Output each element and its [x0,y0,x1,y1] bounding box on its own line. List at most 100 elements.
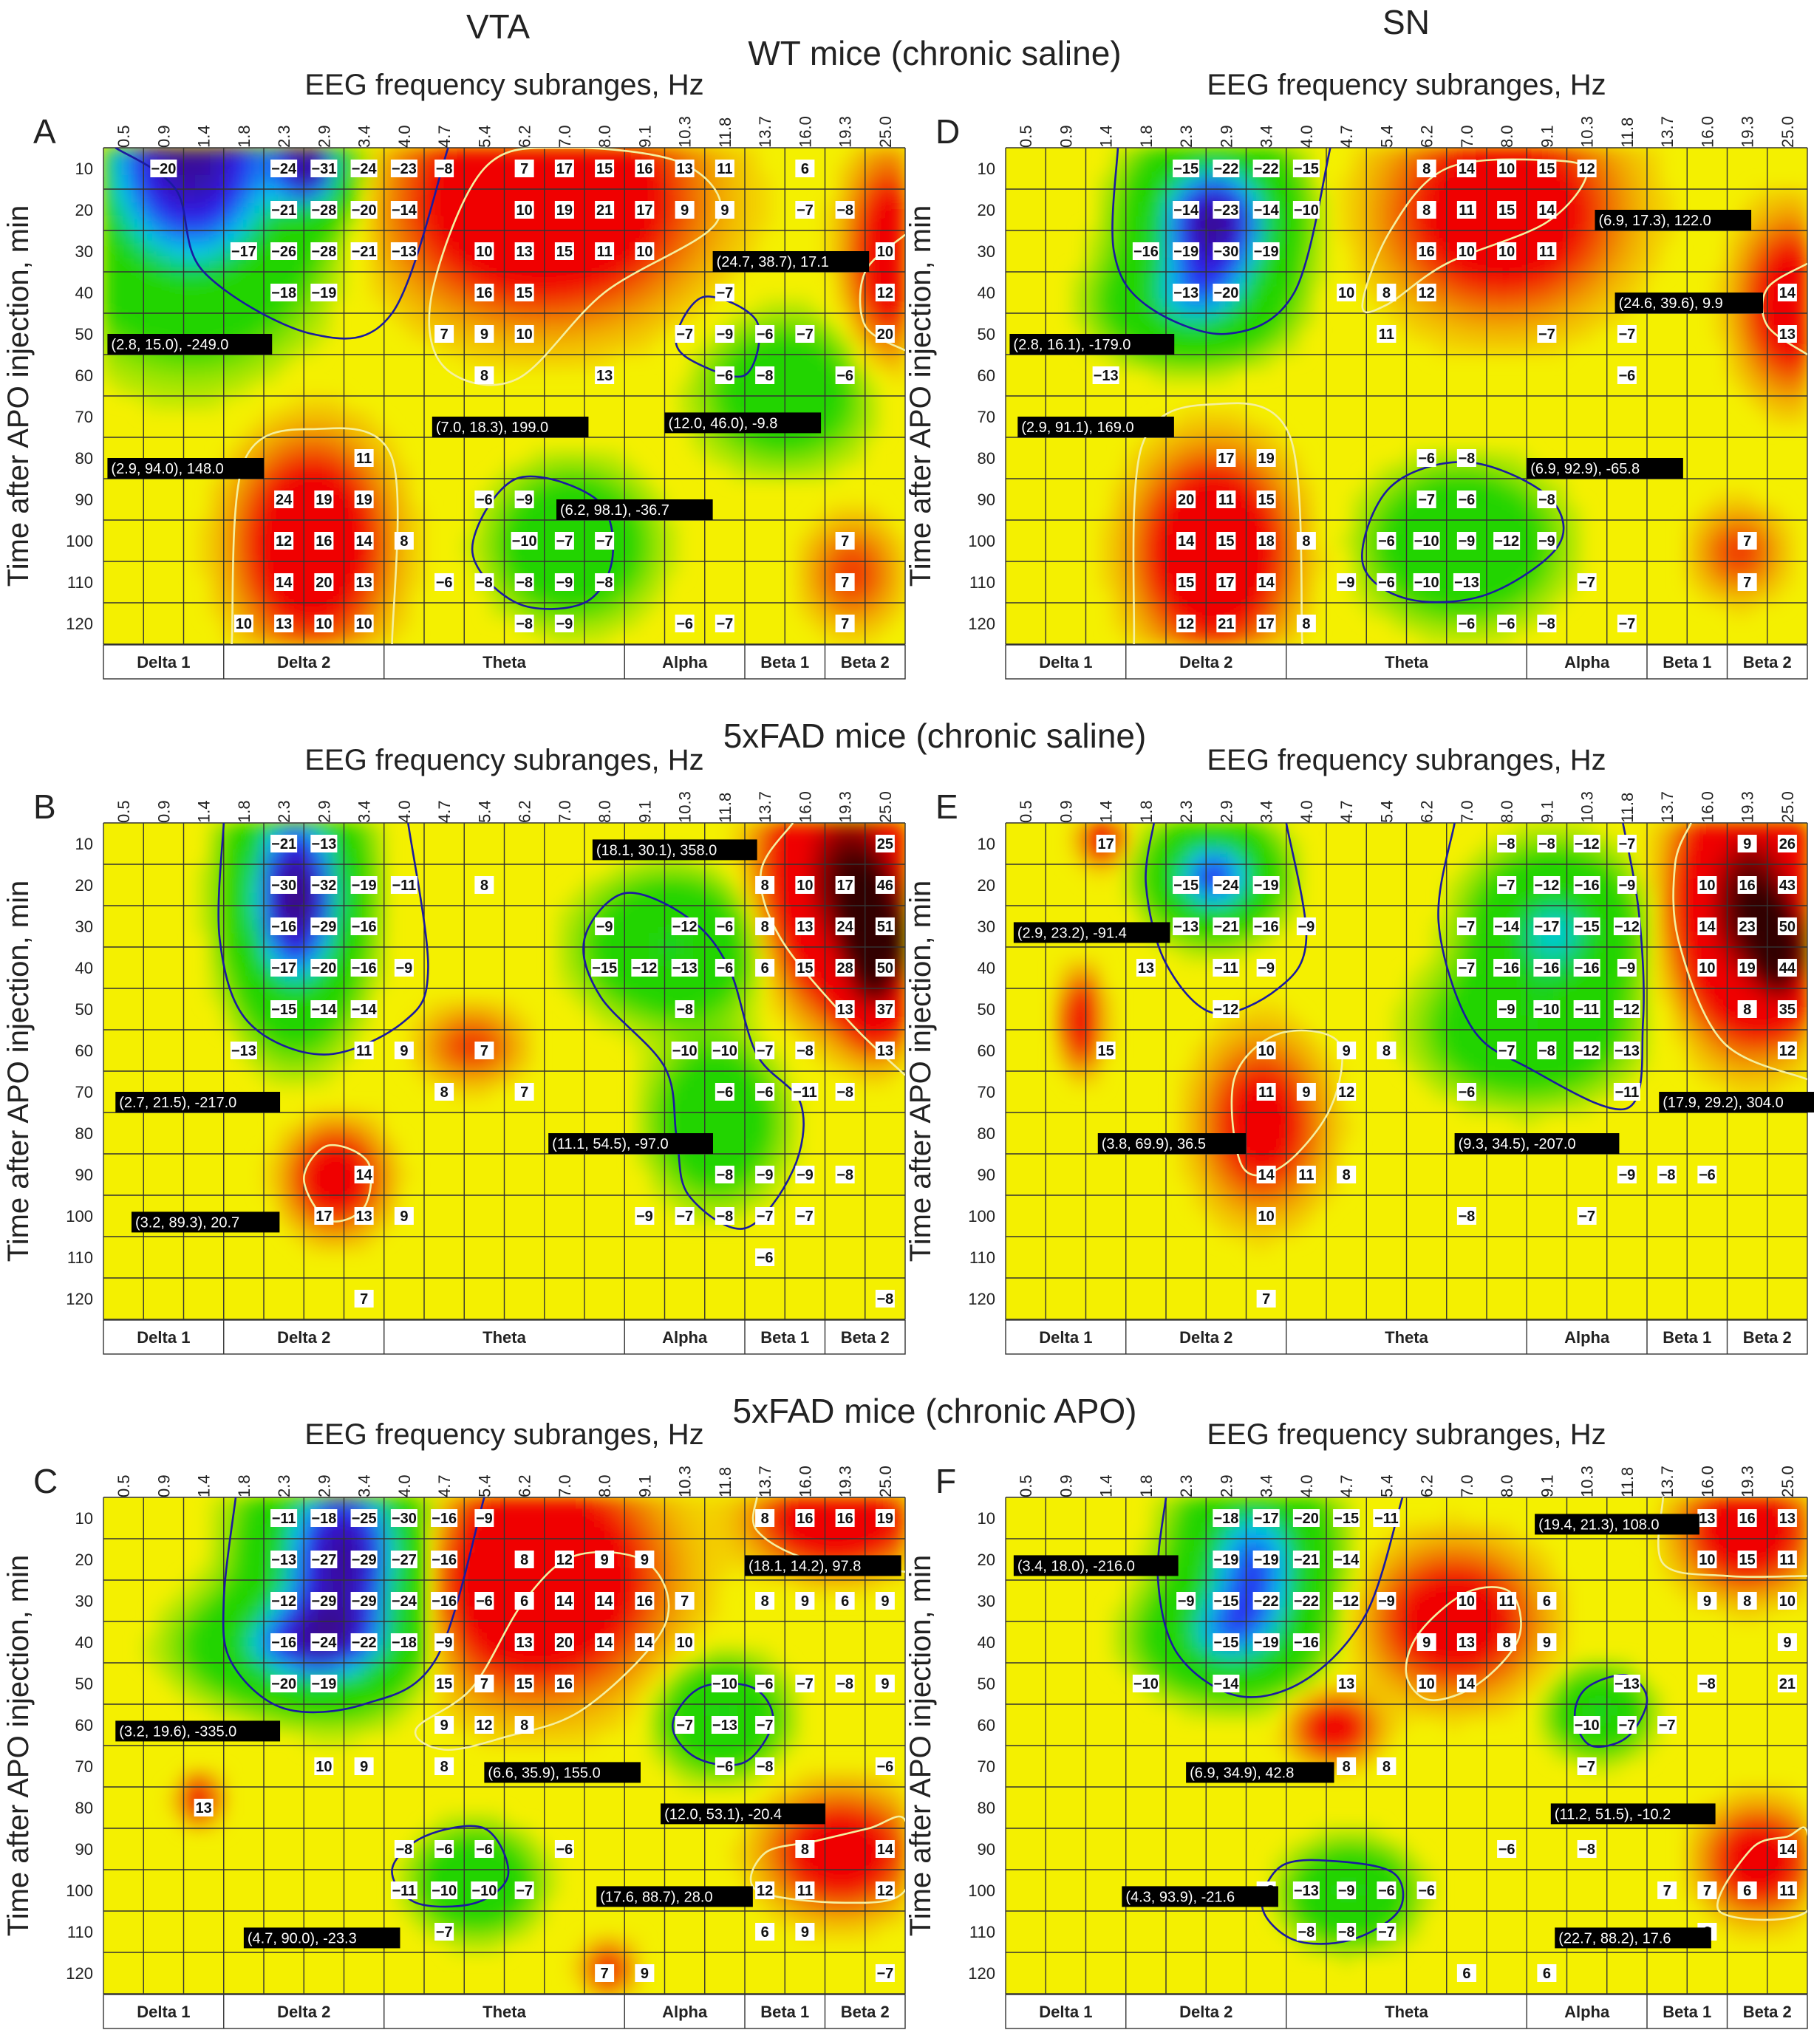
panel-letter: F [935,1462,956,1500]
cell-value: −13 [1454,575,1479,591]
x-tick-label: 5.4 [1377,1474,1396,1497]
cell-value: 14 [1258,575,1275,591]
y-tick-label: 60 [978,1716,995,1734]
cell-value: −6 [436,575,453,591]
band-label: Delta 2 [1179,653,1232,671]
cell-value: 16 [797,1511,813,1527]
cell-value: 11 [1459,202,1474,219]
cell-value: −18 [1213,1511,1238,1527]
cell-value: 12 [877,285,893,301]
cell-value: 50 [877,960,893,977]
cell-value: −8 [476,575,493,591]
x-tick-label: 7.0 [1458,1474,1476,1497]
cell-value: 6 [1743,1883,1751,1899]
cell-value: −7 [797,1676,814,1692]
cell-value: 23 [1739,919,1756,935]
cell-value: 11 [1539,244,1555,260]
x-tick-label: 4.7 [1337,800,1356,823]
y-tick-label: 110 [67,573,93,592]
y-tick-label: 70 [978,1757,995,1776]
cell-value: −19 [1254,1635,1279,1651]
x-tick-label: 0.9 [154,125,173,148]
cell-value: −24 [1213,878,1239,894]
cell-value: 11 [1218,492,1234,508]
cell-value: 21 [1779,1676,1796,1692]
cell-value: 17 [1218,575,1234,591]
cell-value: 9 [400,1043,408,1059]
cell-value: −8 [757,1759,774,1775]
y-axis-title: Time after APO injection, min [904,205,937,587]
cell-value: −9 [1378,1593,1395,1610]
cell-value: 10 [316,616,332,632]
cell-value: −8 [1538,616,1555,632]
y-tick-label: 60 [978,366,995,385]
x-tick-label: 25.0 [1779,116,1797,148]
x-tick-label: 16.0 [1698,116,1716,148]
cell-value: 9 [400,1209,408,1225]
cell-value: −11 [392,878,416,894]
cell-value: −10 [1414,533,1439,550]
cell-value: −7 [1378,1924,1395,1941]
x-tick-label: 9.1 [1538,1474,1556,1497]
x-tick-label: 19.3 [836,1466,855,1497]
y-tick-label: 50 [978,1000,995,1019]
band-bar: Delta 1 Delta 2 Theta Alpha Beta 1 Beta 2 [103,1995,905,2028]
cell-value: −21 [271,202,296,219]
cell-value: −13 [1173,285,1198,301]
cell-value: −6 [1418,1883,1435,1899]
cell-value: −9 [757,1167,774,1183]
annotation-label: (7.0, 18.3), 199.0 [436,420,548,436]
x-tick-label: 6.2 [516,1474,534,1497]
x-tick-label: 10.3 [1578,1466,1597,1497]
cell-value: −7 [1578,575,1595,591]
y-tick-label: 80 [75,449,93,468]
x-tick-label: 19.3 [1739,1466,1757,1497]
x-tick-label: 2.3 [275,125,293,148]
x-tick-label: 6.2 [516,125,534,148]
cell-value: 10 [1498,161,1515,177]
cell-value: −8 [797,1043,814,1059]
cell-value: 11 [356,1043,372,1059]
cell-value: 8 [480,878,488,894]
x-tick-label: 13.7 [1658,116,1677,148]
y-tick-label: 100 [968,1881,995,1900]
x-tick-label: 11.8 [716,793,734,823]
cell-value: 17 [1218,451,1234,467]
cell-value: −12 [1614,919,1640,935]
x-tick-label: 3.4 [1258,1474,1276,1497]
x-tick-label: 4.7 [1337,125,1356,148]
cell-value: −20 [271,1676,296,1692]
band-label: Beta 1 [760,653,809,671]
cell-value: 14 [596,1593,613,1610]
y-tick-label: 90 [978,491,995,509]
cell-value: −6 [757,1676,774,1692]
cell-value: −8 [436,161,453,177]
cell-value: −8 [836,1167,853,1183]
cell-value: 12 [476,1717,492,1734]
cell-value: 12 [877,1883,893,1899]
cell-value: 13 [1779,1511,1796,1527]
x-tick-label: 2.9 [315,800,333,823]
y-tick-label: 40 [978,959,995,977]
x-tick-label: 4.7 [435,1474,454,1497]
cell-value: −22 [1213,161,1238,177]
cell-value: −24 [392,1593,417,1610]
annotation-label: (4.7, 90.0), -23.3 [248,1930,357,1946]
band-label: Delta 1 [137,653,190,671]
cell-value: −10 [712,1043,737,1059]
cell-value: 15 [1538,161,1555,177]
cell-value: −7 [1618,836,1635,852]
cell-value: 14 [1459,1676,1476,1692]
cell-value: 46 [877,878,893,894]
x-tick-label: 10.3 [1578,791,1597,823]
y-tick-label: 10 [75,835,93,853]
annotation-label: (2.9, 23.2), -91.4 [1017,925,1127,941]
cell-value: −9 [1258,960,1275,977]
cell-value: −16 [352,919,377,935]
cell-value: −16 [432,1511,457,1527]
cell-value: −12 [1575,836,1600,852]
band-label: Theta [483,2003,526,2021]
x-tick-label: 1.4 [195,1474,214,1497]
cell-value: −29 [352,1552,377,1568]
x-tick-label: 7.0 [556,800,574,823]
